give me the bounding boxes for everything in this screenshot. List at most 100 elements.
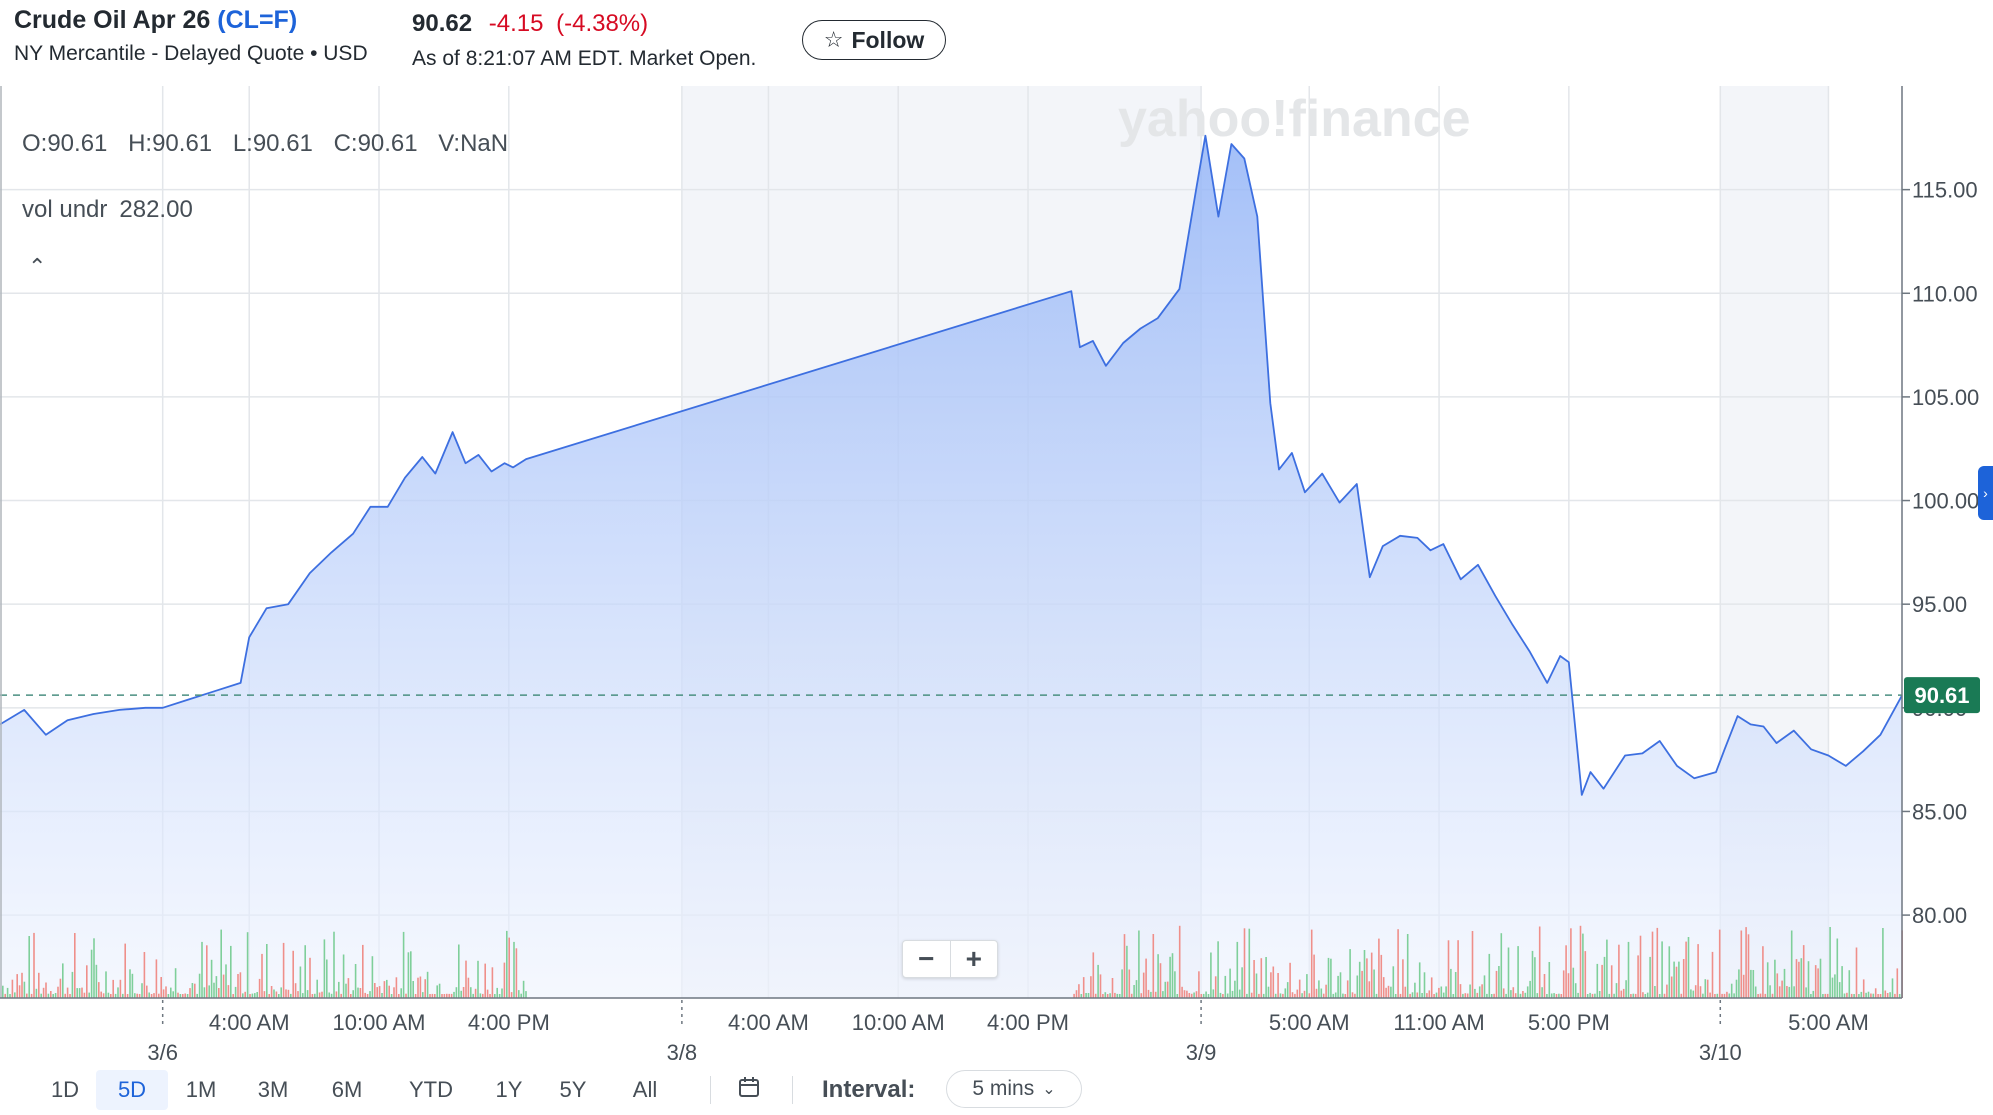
volume-bar xyxy=(1270,972,1272,998)
volume-bar xyxy=(26,993,28,998)
volume-bar xyxy=(1188,993,1191,998)
volume-bar xyxy=(1572,967,1575,998)
ticker-symbol[interactable]: (CL=F) xyxy=(217,6,298,34)
volume-bar xyxy=(1090,976,1092,998)
volume-bar xyxy=(1385,987,1387,998)
price-change-pct: (-4.38%) xyxy=(556,10,649,37)
volume-bar xyxy=(1474,988,1476,998)
volume-bar xyxy=(1337,975,1339,998)
volume-bar xyxy=(239,972,242,998)
volume-bar xyxy=(1440,986,1443,998)
volume-bar xyxy=(395,977,398,998)
volume-bar xyxy=(1195,991,1198,998)
volume-bar xyxy=(1766,962,1769,998)
zoom-out-button[interactable]: − xyxy=(918,943,935,974)
volume-bar xyxy=(1469,984,1471,998)
range-1m-button[interactable]: 1M xyxy=(185,1077,217,1102)
volume-bar xyxy=(174,968,177,998)
volume-bar xyxy=(1217,941,1219,998)
volume-bar xyxy=(1807,961,1810,998)
volume-bar xyxy=(1870,993,1872,998)
price-line-series[interactable] xyxy=(0,134,1903,796)
volume-bar xyxy=(1579,925,1582,998)
price-chart[interactable]: yahoo!finance 115.00 110.00 105.00 100.00 95… xyxy=(0,86,1993,1066)
yahoo-finance-watermark: yahoo!finance xyxy=(1118,90,1471,148)
volume-bar xyxy=(1670,976,1673,998)
volume-bar xyxy=(1330,958,1332,998)
volume-bar xyxy=(160,977,162,998)
calendar-icon[interactable] xyxy=(738,1076,760,1104)
volume-bar xyxy=(1229,968,1231,998)
volume-bar xyxy=(1109,993,1111,998)
volume-bar xyxy=(1438,987,1440,998)
volume-bar xyxy=(1771,993,1774,998)
price-line: 90.62 -4.15 (-4.38%) xyxy=(412,10,648,38)
chevron-up-icon[interactable]: ⌃ xyxy=(28,254,47,279)
volume-bar xyxy=(222,974,225,998)
volume-bar xyxy=(194,983,196,998)
volume-bar xyxy=(1721,993,1723,998)
interval-select[interactable]: 5 mins ⌄ xyxy=(946,1070,1082,1108)
x-tick-label: 5:00 AM xyxy=(1269,1010,1350,1035)
volume-bar xyxy=(1524,992,1527,998)
volume-bar xyxy=(501,988,503,998)
volume-bar xyxy=(1447,940,1450,998)
volume-bar xyxy=(141,983,143,998)
range-3m-button[interactable]: 3M xyxy=(257,1077,289,1102)
volume-bar xyxy=(246,932,249,998)
volume-bar xyxy=(69,994,71,998)
volume-bar xyxy=(1783,968,1786,998)
volume-bar xyxy=(1320,988,1323,998)
volume-bar xyxy=(304,945,306,998)
volume-bar xyxy=(1214,976,1217,998)
volume-bar xyxy=(474,988,477,998)
volume-bar xyxy=(422,992,424,998)
chart-canvas[interactable]: yahoo!finance 115.00 110.00 105.00 100.00 95… xyxy=(0,86,1993,1066)
volume-bar xyxy=(1529,980,1531,998)
volume-bar xyxy=(1193,992,1195,998)
volume-bar xyxy=(136,993,138,998)
volume-bar xyxy=(131,973,134,998)
volume-bar xyxy=(1308,993,1311,998)
volume-bar xyxy=(213,982,215,998)
volume-bar xyxy=(287,989,290,998)
range-6m-button[interactable]: 6M xyxy=(331,1077,363,1102)
volume-bar xyxy=(81,987,83,998)
volume-bar xyxy=(1574,983,1577,998)
volume-bar xyxy=(1332,993,1335,998)
volume-bar xyxy=(1231,990,1234,998)
volume-bar xyxy=(1699,986,1702,998)
volume-bar xyxy=(1152,934,1155,998)
volume-bar xyxy=(1164,981,1167,998)
volume-bar xyxy=(1176,994,1179,998)
zoom-in-button[interactable]: + xyxy=(949,941,998,977)
volume-bar xyxy=(465,960,467,998)
follow-button[interactable]: ☆ Follow xyxy=(802,20,946,60)
volume-bar xyxy=(1536,993,1539,998)
volume-bar xyxy=(100,991,102,998)
volume-bar xyxy=(1430,977,1433,998)
volume-bar xyxy=(398,994,400,998)
volume-bar xyxy=(1250,992,1253,998)
range-ytd-button[interactable]: YTD xyxy=(409,1077,453,1102)
volume-bar xyxy=(218,988,220,998)
volume-bar xyxy=(1858,994,1860,998)
range-1d-button[interactable]: 1D xyxy=(50,1077,80,1102)
volume-bar xyxy=(330,993,333,998)
range-5d-button[interactable]: 5D xyxy=(96,1070,168,1110)
range-5y-button[interactable]: 5Y xyxy=(559,1077,587,1102)
volume-bar xyxy=(345,983,347,998)
volume-bar xyxy=(1517,946,1519,998)
volume-bar xyxy=(405,993,407,998)
volume-bar xyxy=(198,973,201,998)
volume-bar xyxy=(1757,994,1759,998)
quote-title: Crude Oil Apr 26 (CL=F) xyxy=(14,6,297,35)
volume-bar xyxy=(1836,938,1839,998)
chevron-right-icon[interactable]: › xyxy=(1978,466,1993,520)
volume-bar xyxy=(1202,993,1205,998)
range-all-button[interactable]: All xyxy=(632,1077,658,1102)
volume-bar xyxy=(122,993,124,998)
volume-bar xyxy=(1380,954,1383,998)
chevron-down-icon: ⌄ xyxy=(1042,1081,1056,1098)
range-1y-button[interactable]: 1Y xyxy=(495,1077,523,1102)
